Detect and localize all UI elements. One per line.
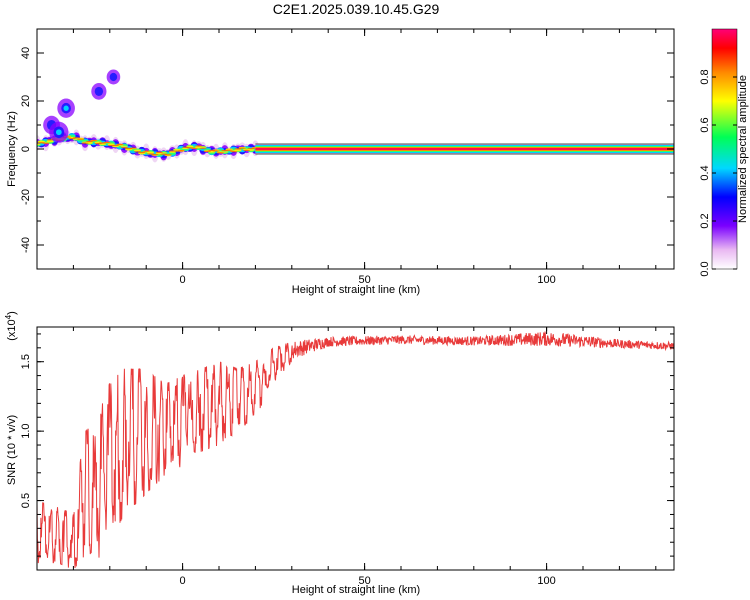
colorbar-tick-label: 0.6 [699, 117, 711, 132]
snr-x-label: Height of straight line (km) [292, 584, 420, 596]
snr-ytick-label: 0.5 [20, 493, 32, 508]
spectrogram-ytick-label: 0 [20, 146, 32, 152]
snr-xtick-label: 100 [537, 575, 555, 587]
colorbar-label: Normalized spectral amplitude [737, 75, 749, 223]
colorbar-tick-label: 0.8 [699, 69, 711, 84]
snr-frame [36, 326, 675, 571]
spectrogram-heatmap [37, 69, 674, 163]
snr-ytick-label: 1.0 [20, 423, 32, 438]
snr-multiplier: (x104) [4, 311, 18, 341]
spectrogram-xtick-label: 50 [358, 274, 370, 286]
snr-xtick-label: 0 [180, 575, 186, 587]
spectrogram-axes: 0 50 100 -40 -20 0 20 40 [20, 28, 674, 286]
spectrogram-ytick-label: 40 [20, 47, 32, 59]
colorbar-tick-label: 0.2 [699, 213, 711, 228]
spectrogram-xtick-label: 100 [537, 274, 555, 286]
colorbar-gradient [711, 28, 738, 270]
snr-axes: 0 50 100 0.5 1.0 1.5 [20, 327, 674, 587]
spectrogram-x-label: Height of straight line (km) [292, 284, 420, 296]
snr-ytick-label: 1.5 [20, 354, 32, 369]
colorbar-tick-label: 0.4 [699, 165, 711, 180]
spectrogram-ytick-label: -40 [20, 237, 32, 253]
spectrogram-ytick-label: -20 [20, 189, 32, 205]
snr-xtick-label: 50 [358, 575, 370, 587]
spectrogram-panel: 0 50 100 -40 -20 0 20 40 Height of straight lin… [6, 28, 675, 296]
colorbar-tick-label: 0.0 [699, 261, 711, 276]
colorbar: 0.0 0.2 0.4 0.6 0.8 Normalized spectral ampl… [699, 28, 749, 277]
spectrogram-xtick-label: 0 [180, 274, 186, 286]
colorbar-ticks: 0.0 0.2 0.4 0.6 0.8 [699, 69, 737, 277]
snr-series-line [37, 331, 674, 569]
snr-y-label: SNR (10 * v/v) [6, 415, 18, 485]
spectrogram-ytick-label: 20 [20, 95, 32, 107]
figure-title: C2E1.2025.039.10.45.G29 [273, 1, 440, 17]
snr-panel: 0 50 100 0.5 1.0 1.5 Height of straight line … [4, 311, 675, 596]
spectrogram-y-label: Frequency (Hz) [6, 111, 18, 187]
